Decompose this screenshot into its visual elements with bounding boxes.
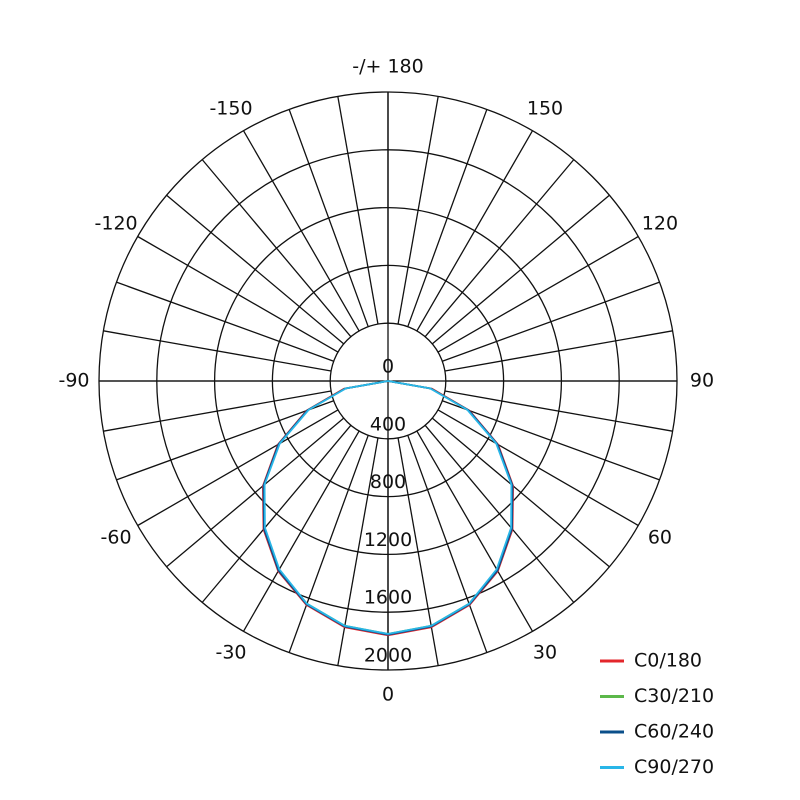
spoke-grid-line — [201, 424, 352, 603]
angle-tick-label: -30 — [215, 641, 246, 663]
spoke-grid-line — [431, 417, 610, 568]
spoke-grid-line — [242, 430, 360, 632]
spoke-grid-line — [437, 409, 639, 527]
spoke-grid-line — [116, 281, 334, 362]
legend-label: C60/240 — [634, 721, 714, 743]
spoke-grid-line — [424, 424, 575, 603]
spoke-grid-line — [103, 390, 332, 432]
angle-tick-label: 150 — [527, 98, 563, 120]
spoke-grid-line — [201, 159, 352, 338]
r-tick-label: 0 — [382, 356, 394, 378]
spoke-grid-line — [444, 390, 673, 432]
legend-label: C30/210 — [634, 685, 714, 707]
legend-label: C90/270 — [634, 756, 714, 778]
series-line — [263, 380, 513, 635]
spoke-grid-line — [103, 330, 332, 372]
r-tick-label: 1600 — [364, 587, 412, 609]
spoke-grid-line — [437, 235, 639, 353]
angle-tick-label: 30 — [533, 641, 557, 663]
spoke-grid-line — [166, 194, 345, 345]
spoke-grid-line — [337, 96, 379, 325]
spoke-grid-line — [397, 96, 439, 325]
angle-tick-label: -120 — [95, 213, 138, 235]
spoke-grid-line — [407, 435, 488, 653]
spoke-grid-line — [242, 130, 360, 332]
spoke-grid-line — [442, 400, 660, 481]
angle-tick-label: 60 — [648, 527, 672, 549]
angle-tick-label: 120 — [642, 213, 678, 235]
spoke-grid-line — [416, 130, 534, 332]
spoke-grid-line — [431, 194, 610, 345]
spoke-grid-line — [288, 435, 369, 653]
spoke-grid-line — [407, 109, 488, 327]
spoke-grid-line — [444, 330, 673, 372]
r-tick-label: 400 — [370, 413, 406, 435]
angle-tick-label: -150 — [209, 98, 252, 120]
r-tick-label: 800 — [370, 471, 406, 493]
angle-tick-label: -/+ 180 — [352, 56, 423, 78]
spoke-grid-line — [137, 235, 339, 353]
spoke-grid-line — [166, 417, 345, 568]
spoke-grid-line — [116, 400, 334, 481]
spoke-grid-line — [288, 109, 369, 327]
spoke-grid-line — [442, 281, 660, 362]
angle-tick-label: 90 — [690, 370, 714, 392]
spoke-grid-line — [137, 409, 339, 527]
spoke-grid-line — [416, 430, 534, 632]
r-tick-label: 2000 — [364, 645, 412, 667]
angle-tick-label: -60 — [101, 527, 132, 549]
legend-label: C0/180 — [634, 650, 702, 672]
spoke-grid-line — [424, 159, 575, 338]
angle-tick-label: 0 — [382, 684, 394, 706]
angle-tick-label: -90 — [58, 370, 89, 392]
r-tick-label: 1200 — [364, 529, 412, 551]
